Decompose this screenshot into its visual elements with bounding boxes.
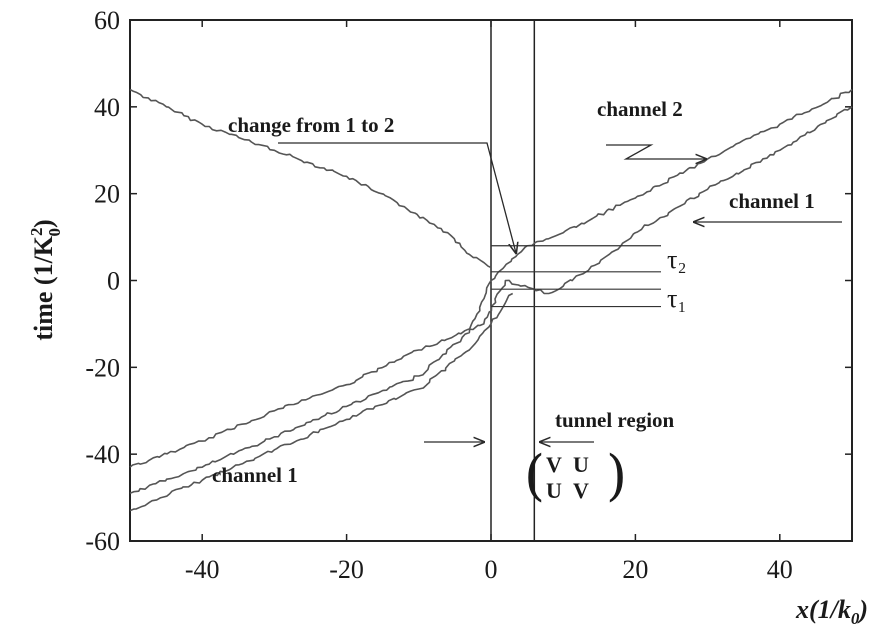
annotation-channel-1-right: channel 1	[729, 189, 815, 213]
y-tick-label: -60	[85, 527, 120, 556]
y-tick-label: 40	[94, 93, 120, 122]
matrix-row-2: U V	[546, 478, 592, 503]
trajectory-series	[129, 88, 853, 512]
x-tick-label: -20	[329, 555, 364, 584]
annotation-change-from-1-to-2: change from 1 to 2	[228, 113, 394, 137]
matrix-left-paren: (	[524, 444, 545, 507]
x-axis-label: x(1/k0)	[795, 595, 868, 628]
annotation-tunnel-region: tunnel region	[555, 408, 675, 432]
x-tick-label: 40	[767, 555, 793, 584]
trajectory-line-3	[129, 106, 853, 468]
tau-label-1: τ₁	[667, 284, 687, 313]
arrow-change-pointer	[278, 142, 516, 253]
y-tick-label: 20	[94, 180, 120, 209]
trajectory-line-2	[129, 88, 853, 494]
trajectory-line-1	[129, 88, 492, 269]
matrix-right-paren: )	[606, 444, 627, 507]
y-tick-label: -40	[85, 440, 120, 469]
arrow-channel-2-pointer	[606, 144, 706, 159]
x-axis-ticks: -40 -20 0 20 40	[185, 20, 793, 584]
x-tick-label: 20	[622, 555, 648, 584]
annotation-channel-2: channel 2	[597, 97, 683, 121]
x-tick-label: -40	[185, 555, 220, 584]
tau-markers: τ₂ τ₁	[491, 245, 687, 313]
trajectory-line-4	[129, 292, 514, 512]
y-axis-label: time (1/K20)	[27, 219, 64, 340]
annotation-channel-1-left: channel 1	[212, 463, 298, 487]
x-tick-label: 0	[485, 555, 498, 584]
matrix-row-1: V U	[546, 452, 592, 477]
y-tick-label: -20	[85, 353, 120, 382]
tau-label-2: τ₂	[667, 245, 687, 274]
y-axis-ticks: 60 40 20 0 -20 -40 -60	[85, 6, 852, 556]
scattering-matrix: ( V U U V )	[524, 444, 627, 507]
y-tick-label: 60	[94, 6, 120, 35]
y-tick-label: 0	[107, 267, 120, 296]
